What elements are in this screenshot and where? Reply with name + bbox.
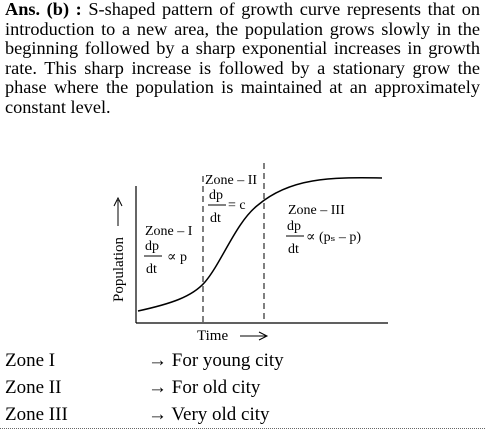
zone-name: Zone – III [288, 203, 345, 218]
answer-label: Ans. (b) : [5, 0, 82, 19]
zone-numerator: dp [209, 188, 223, 203]
match-zone: Zone II [5, 377, 62, 398]
match-zone: Zone I [5, 350, 56, 371]
match-description: → For young city [148, 350, 284, 371]
x-axis-label: Time [197, 328, 228, 344]
x-arrow-head [258, 331, 269, 341]
zone-numerator: dp [287, 219, 301, 234]
zone-denominator: dt [210, 211, 221, 226]
bottom-rule [0, 428, 485, 429]
match-description: → For old city [148, 377, 261, 398]
growth-curve [137, 177, 383, 312]
y-arrow-head [113, 196, 123, 207]
zone-denominator: dt [146, 262, 157, 277]
answer-paragraph: Ans. (b) : S-shaped pattern of growth cu… [5, 0, 480, 118]
match-description: → Very old city [148, 404, 270, 425]
zone-relation: ∝ (pₛ – p) [306, 230, 361, 245]
zone-numerator: dp [145, 239, 159, 254]
zone-relation: = c [228, 198, 246, 213]
match-zone: Zone III [5, 404, 68, 425]
answer-text: S-shaped pattern of growth curve represe… [5, 0, 480, 117]
y-axis-label: Population [111, 236, 127, 302]
zone-relation: ∝ p [167, 250, 187, 265]
zone-name: Zone – II [205, 173, 257, 188]
zone-denominator: dt [288, 242, 299, 257]
growth-curve-figure: Population Time Zone – I dp dt ∝ p Zone … [111, 163, 388, 344]
zone-name: Zone – I [145, 224, 193, 239]
